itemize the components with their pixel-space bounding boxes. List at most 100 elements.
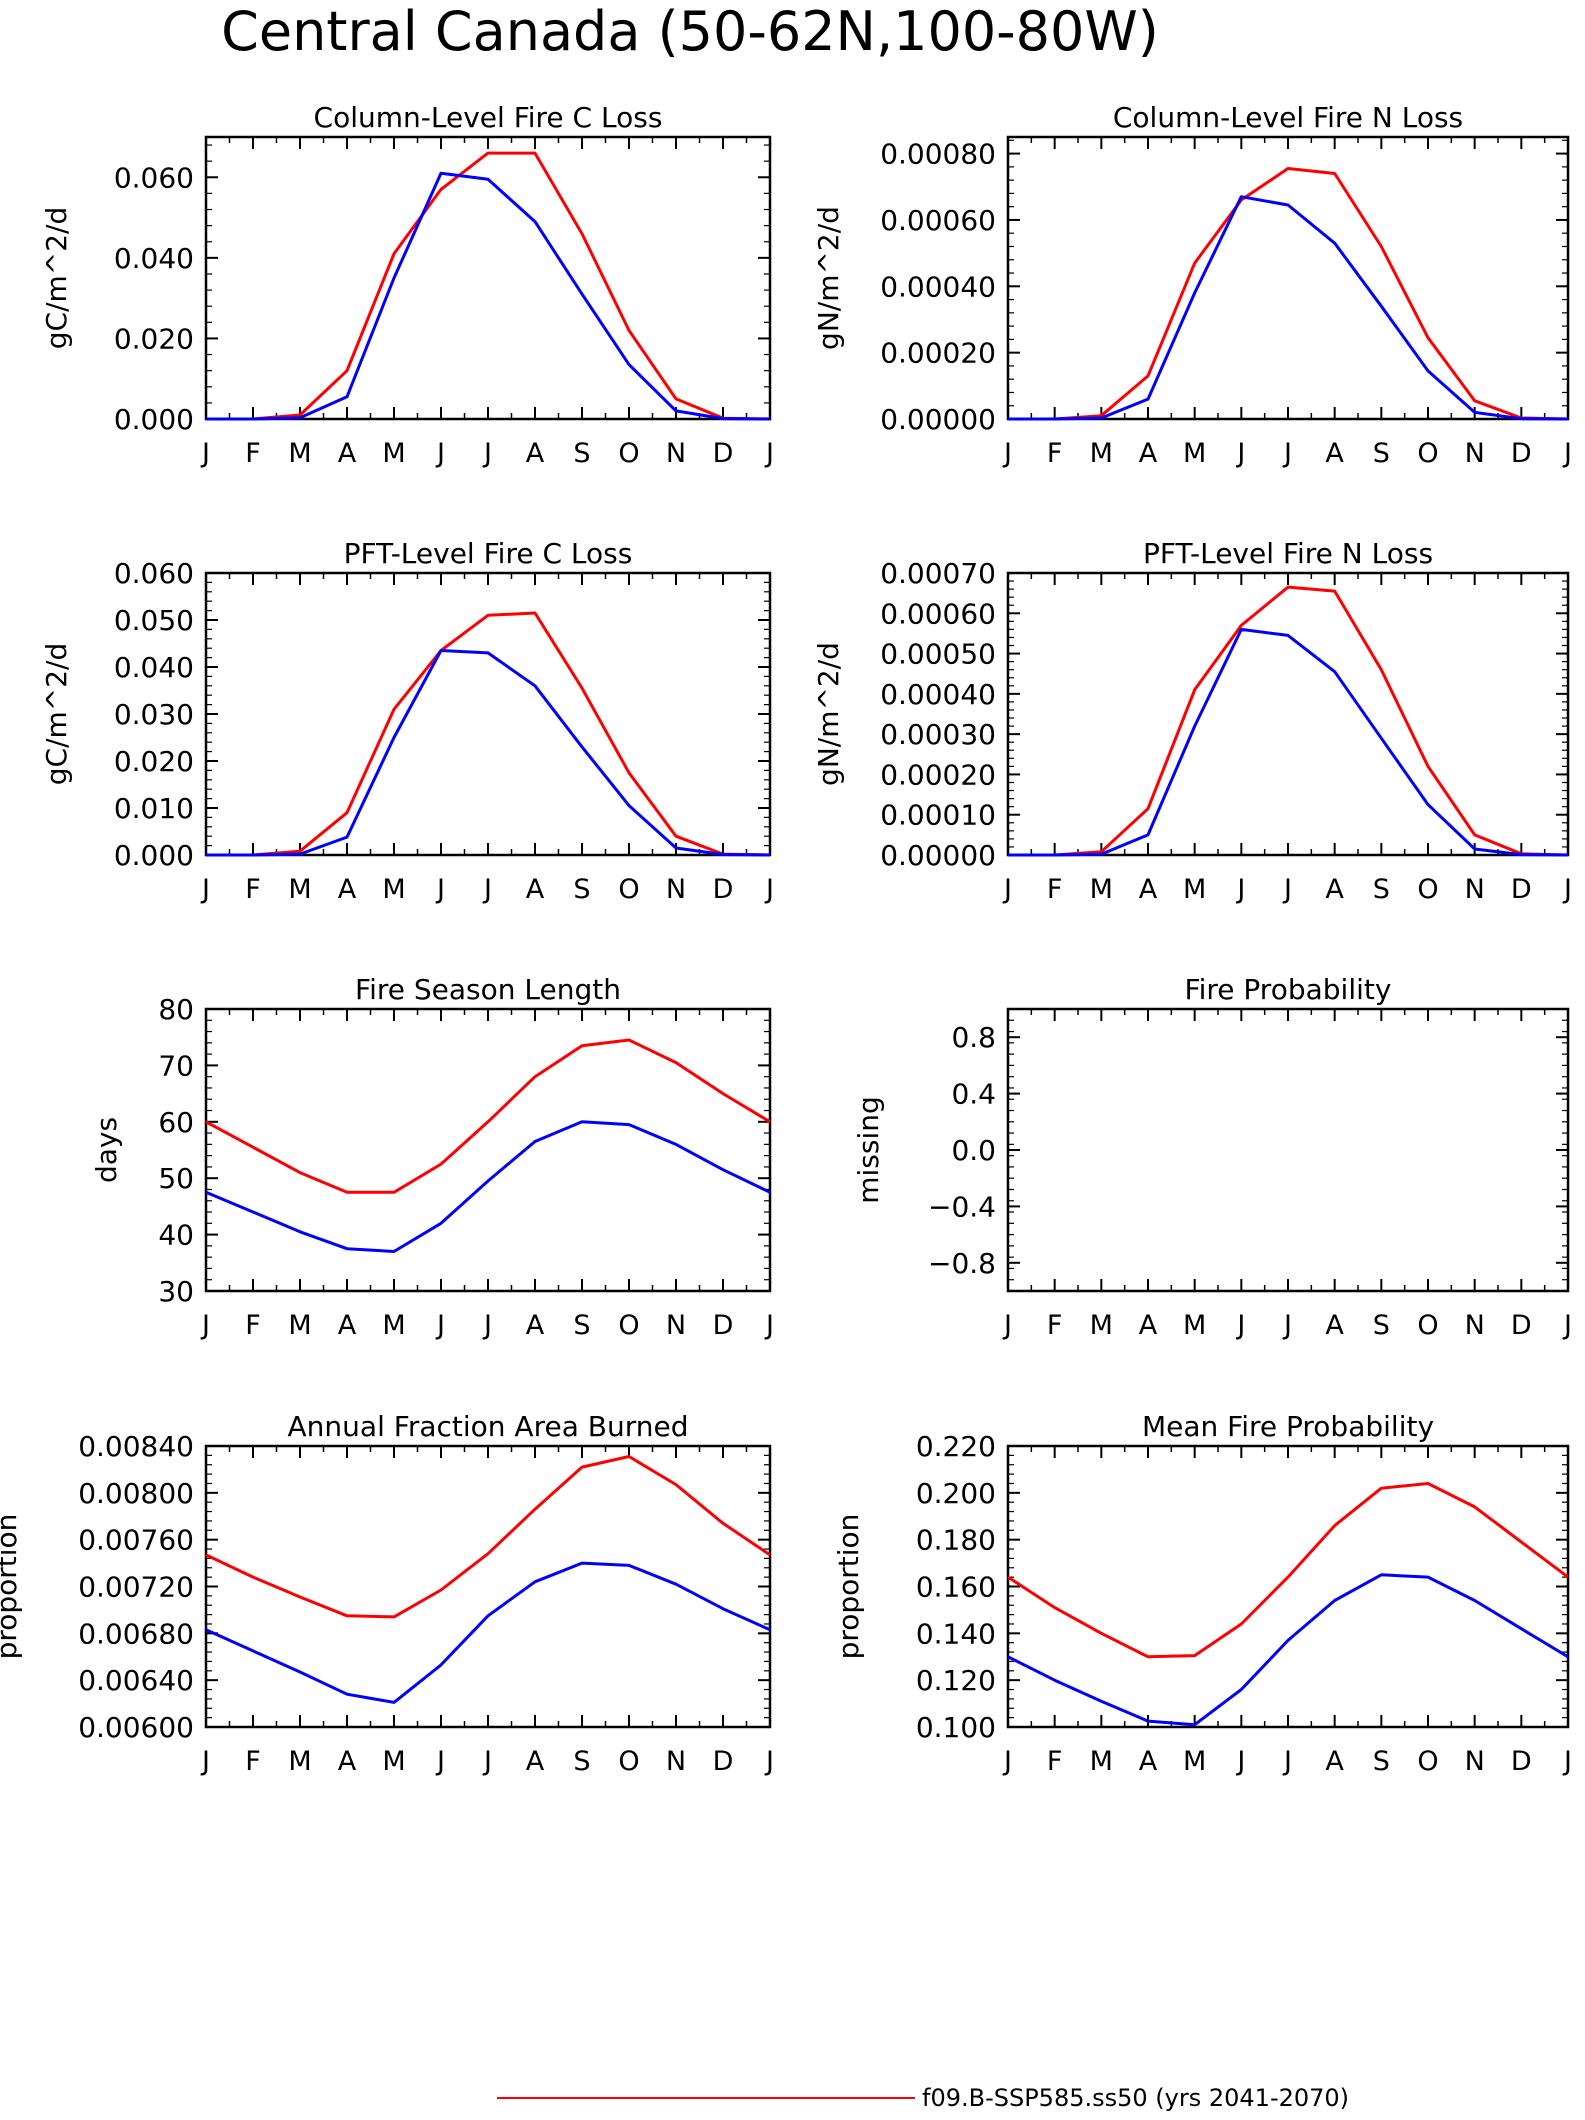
x-tick-label: M bbox=[382, 1310, 405, 1341]
x-tick-label: N bbox=[1465, 874, 1485, 905]
y-tick-label: 0.00070 bbox=[880, 557, 996, 590]
x-tick-label: J bbox=[1562, 874, 1572, 905]
x-tick-label: D bbox=[713, 438, 734, 469]
x-tick-label: F bbox=[245, 1310, 261, 1341]
x-tick-label: O bbox=[1417, 874, 1438, 905]
x-tick-label: J bbox=[200, 1310, 210, 1341]
x-tick-label: O bbox=[618, 1310, 639, 1341]
y-axis-label: gC/m^2/d bbox=[40, 643, 73, 786]
chart-title: Mean Fire Probability bbox=[1142, 1410, 1434, 1443]
plot-frame bbox=[204, 1444, 772, 1729]
y-tick-label: 0.100 bbox=[916, 1711, 996, 1744]
chart-title: Column-Level Fire N Loss bbox=[1113, 101, 1463, 134]
chart-title: Annual Fraction Area Burned bbox=[288, 1410, 689, 1443]
x-tick-label: M bbox=[288, 1746, 311, 1777]
x-tick-label: S bbox=[1373, 1746, 1390, 1777]
x-tick-label: M bbox=[1090, 1310, 1113, 1341]
y-tick-label: 0.000 bbox=[114, 403, 194, 436]
x-tick-label: A bbox=[526, 438, 545, 469]
y-axis-label: proportion bbox=[0, 1514, 23, 1660]
x-tick-label: D bbox=[1511, 1310, 1532, 1341]
x-tick-label: A bbox=[338, 1310, 357, 1341]
y-tick-label: 0.00040 bbox=[880, 678, 996, 711]
x-tick-label: S bbox=[1373, 874, 1390, 905]
y-tick-label: −0.4 bbox=[928, 1190, 996, 1223]
y-tick-label: 0.020 bbox=[114, 322, 194, 355]
series-line-red bbox=[1008, 167, 1569, 421]
x-tick-label: J bbox=[764, 1746, 774, 1777]
x-tick-label: S bbox=[573, 1310, 590, 1341]
x-tick-label: N bbox=[1465, 1310, 1485, 1341]
x-tick-label: J bbox=[435, 1746, 445, 1777]
x-tick-label: O bbox=[1417, 1746, 1438, 1777]
x-tick-label: J bbox=[200, 874, 210, 905]
legend: f09.B-SSP585.ss50 (yrs 2041-2070) bbox=[497, 2084, 1349, 2112]
chart-title: Column-Level Fire C Loss bbox=[314, 101, 663, 134]
x-tick-label: J bbox=[435, 438, 445, 469]
series-line-blue bbox=[1008, 627, 1569, 857]
series-line-red bbox=[205, 1038, 771, 1194]
chart-title: PFT-Level Fire N Loss bbox=[1143, 537, 1433, 570]
x-tick-label: J bbox=[1562, 438, 1572, 469]
x-tick-label: D bbox=[1511, 1746, 1532, 1777]
x-tick-label: S bbox=[573, 874, 590, 905]
y-tick-label: 0.000 bbox=[114, 839, 194, 872]
x-tick-label: J bbox=[1235, 1310, 1245, 1341]
x-tick-label: N bbox=[666, 1310, 686, 1341]
x-tick-label: J bbox=[1002, 1310, 1012, 1341]
y-tick-label: 0.00680 bbox=[78, 1617, 194, 1650]
x-tick-label: D bbox=[1511, 438, 1532, 469]
y-tick-label: 0.00000 bbox=[880, 839, 996, 872]
y-axis-label: gN/m^2/d bbox=[812, 642, 845, 786]
y-tick-label: 60 bbox=[158, 1106, 194, 1139]
y-tick-label: 0.220 bbox=[916, 1430, 996, 1463]
x-tick-label: J bbox=[482, 1310, 492, 1341]
y-tick-label: 0.00040 bbox=[880, 270, 996, 303]
series-line-blue bbox=[205, 1561, 771, 1704]
x-tick-label: D bbox=[1511, 874, 1532, 905]
x-tick-label: N bbox=[1465, 1746, 1485, 1777]
x-tick-label: D bbox=[713, 1746, 734, 1777]
x-tick-label: M bbox=[1090, 874, 1113, 905]
series-line-red bbox=[206, 151, 771, 421]
x-tick-label: M bbox=[382, 874, 405, 905]
x-tick-label: A bbox=[1139, 1746, 1158, 1777]
series-line-blue bbox=[206, 171, 771, 421]
y-axis-label: proportion bbox=[832, 1514, 865, 1660]
x-tick-label: D bbox=[713, 1310, 734, 1341]
chart-title: PFT-Level Fire C Loss bbox=[344, 537, 633, 570]
x-tick-label: F bbox=[1047, 1746, 1063, 1777]
x-tick-label: J bbox=[1235, 1746, 1245, 1777]
y-tick-label: 0.00000 bbox=[880, 403, 996, 436]
y-tick-label: 0.00800 bbox=[78, 1477, 194, 1510]
plot-frame bbox=[1006, 1444, 1570, 1729]
x-tick-label: J bbox=[1235, 874, 1245, 905]
y-tick-label: 0.00060 bbox=[880, 204, 996, 237]
y-tick-label: 0.00640 bbox=[78, 1664, 194, 1697]
y-tick-label: 0.00010 bbox=[880, 799, 996, 832]
plot-frame bbox=[1006, 571, 1570, 857]
y-tick-label: 0.020 bbox=[114, 745, 194, 778]
x-tick-label: J bbox=[1002, 438, 1012, 469]
x-tick-label: F bbox=[245, 438, 261, 469]
x-tick-label: J bbox=[435, 874, 445, 905]
y-tick-label: 0.050 bbox=[114, 604, 194, 637]
legend-label: f09.B-SSP585.ss50 (yrs 2041-2070) bbox=[922, 2084, 1349, 2112]
y-tick-label: 0.010 bbox=[114, 792, 194, 825]
y-tick-label: 0.00060 bbox=[880, 597, 996, 630]
series-line-red bbox=[1008, 585, 1569, 857]
x-tick-label: M bbox=[1183, 438, 1206, 469]
x-tick-label: A bbox=[338, 1746, 357, 1777]
y-tick-label: 0.00760 bbox=[78, 1524, 194, 1557]
x-tick-label: A bbox=[526, 1746, 545, 1777]
page-title: Central Canada (50-62N,100-80W) bbox=[221, 0, 1159, 63]
x-tick-label: A bbox=[526, 874, 545, 905]
x-tick-label: N bbox=[666, 1746, 686, 1777]
